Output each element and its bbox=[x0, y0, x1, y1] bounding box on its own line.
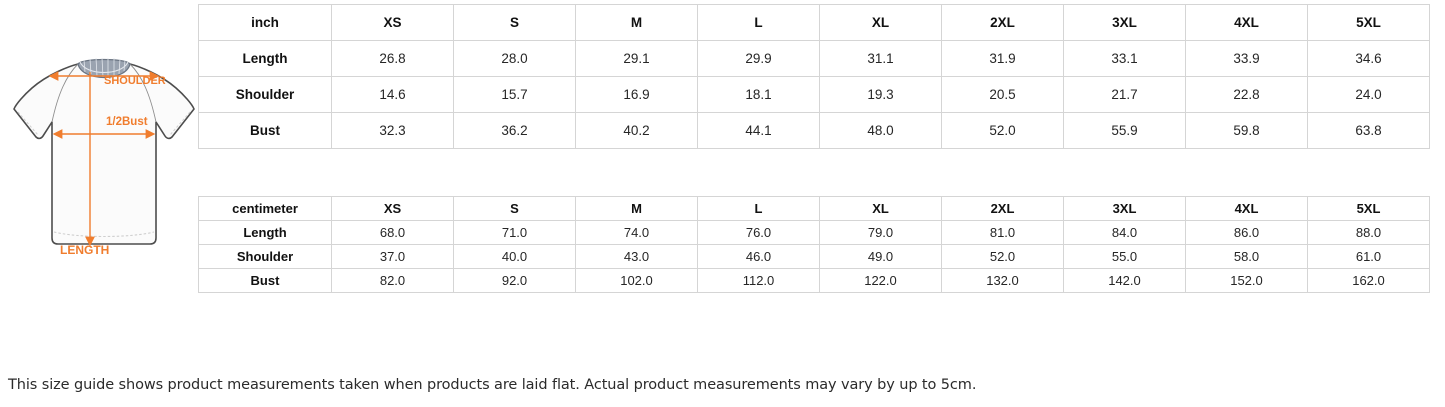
cell-shoulder-xl: 19.3 bbox=[819, 76, 942, 113]
cell-shoulder-2xl: 52.0 bbox=[941, 244, 1064, 269]
size-table-centimeter: centimeter XS S M L XL 2XL 3XL 4XL 5XL L… bbox=[198, 196, 1430, 293]
cell-length-5xl: 34.6 bbox=[1307, 40, 1430, 77]
tshirt-outline bbox=[13, 57, 195, 245]
cell-bust-3xl: 55.9 bbox=[1063, 112, 1186, 149]
cell-length-4xl: 33.9 bbox=[1185, 40, 1308, 77]
unit-label-inch: inch bbox=[198, 4, 332, 41]
measurement-guides bbox=[48, 71, 160, 247]
cell-shoulder-m: 16.9 bbox=[575, 76, 698, 113]
cell-shoulder-5xl: 24.0 bbox=[1307, 76, 1430, 113]
cell-shoulder-2xl: 20.5 bbox=[941, 76, 1064, 113]
cell-shoulder-s: 40.0 bbox=[453, 244, 576, 269]
cell-bust-2xl: 52.0 bbox=[941, 112, 1064, 149]
size-table-inch: inch XS S M L XL 2XL 3XL 4XL 5XL Length … bbox=[198, 4, 1430, 149]
cell-shoulder-5xl: 61.0 bbox=[1307, 244, 1430, 269]
cell-shoulder-l: 46.0 bbox=[697, 244, 820, 269]
column-header-l: L bbox=[697, 4, 820, 41]
cell-shoulder-3xl: 55.0 bbox=[1063, 244, 1186, 269]
cell-length-3xl: 33.1 bbox=[1063, 40, 1186, 77]
column-header-4xl: 4XL bbox=[1185, 196, 1308, 221]
cell-bust-xs: 82.0 bbox=[331, 268, 454, 293]
length-label: LENGTH bbox=[60, 243, 109, 257]
table-row: Length 68.0 71.0 74.0 76.0 79.0 81.0 84.… bbox=[198, 220, 1430, 245]
column-header-5xl: 5XL bbox=[1307, 196, 1430, 221]
unit-label-centimeter: centimeter bbox=[198, 196, 332, 221]
cell-bust-xl: 122.0 bbox=[819, 268, 942, 293]
column-header-m: M bbox=[575, 4, 698, 41]
cell-length-xs: 26.8 bbox=[331, 40, 454, 77]
cell-bust-4xl: 152.0 bbox=[1185, 268, 1308, 293]
cell-length-3xl: 84.0 bbox=[1063, 220, 1186, 245]
shoulder-label: SHOULDER bbox=[104, 75, 166, 87]
column-header-2xl: 2XL bbox=[941, 4, 1064, 41]
column-header-2xl: 2XL bbox=[941, 196, 1064, 221]
bust-label: 1/2Bust bbox=[106, 116, 148, 128]
cell-bust-3xl: 142.0 bbox=[1063, 268, 1186, 293]
cell-shoulder-4xl: 22.8 bbox=[1185, 76, 1308, 113]
size-guide-footnote: This size guide shows product measuremen… bbox=[8, 377, 977, 393]
cell-length-4xl: 86.0 bbox=[1185, 220, 1308, 245]
column-header-xl: XL bbox=[819, 4, 942, 41]
row-label-shoulder: Shoulder bbox=[198, 76, 332, 113]
cell-bust-s: 92.0 bbox=[453, 268, 576, 293]
column-header-5xl: 5XL bbox=[1307, 4, 1430, 41]
cell-bust-2xl: 132.0 bbox=[941, 268, 1064, 293]
row-label-bust: Bust bbox=[198, 268, 332, 293]
cell-length-s: 28.0 bbox=[453, 40, 576, 77]
column-header-l: L bbox=[697, 196, 820, 221]
column-header-4xl: 4XL bbox=[1185, 4, 1308, 41]
column-header-xl: XL bbox=[819, 196, 942, 221]
row-label-shoulder: Shoulder bbox=[198, 244, 332, 269]
cell-bust-s: 36.2 bbox=[453, 112, 576, 149]
cell-length-m: 29.1 bbox=[575, 40, 698, 77]
column-header-xs: XS bbox=[331, 196, 454, 221]
cell-length-s: 71.0 bbox=[453, 220, 576, 245]
cell-shoulder-4xl: 58.0 bbox=[1185, 244, 1308, 269]
table-row: Shoulder 14.6 15.7 16.9 18.1 19.3 20.5 2… bbox=[198, 76, 1430, 113]
cell-bust-m: 102.0 bbox=[575, 268, 698, 293]
cell-length-xl: 31.1 bbox=[819, 40, 942, 77]
cell-length-2xl: 31.9 bbox=[941, 40, 1064, 77]
row-label-bust: Bust bbox=[198, 112, 332, 149]
table-header-row: centimeter XS S M L XL 2XL 3XL 4XL 5XL bbox=[198, 196, 1430, 221]
cell-bust-4xl: 59.8 bbox=[1185, 112, 1308, 149]
cell-shoulder-xs: 37.0 bbox=[331, 244, 454, 269]
row-label-length: Length bbox=[198, 220, 332, 245]
cell-length-xs: 68.0 bbox=[331, 220, 454, 245]
cell-length-l: 76.0 bbox=[697, 220, 820, 245]
cell-length-5xl: 88.0 bbox=[1307, 220, 1430, 245]
cell-shoulder-l: 18.1 bbox=[697, 76, 820, 113]
row-label-length: Length bbox=[198, 40, 332, 77]
cell-bust-xl: 48.0 bbox=[819, 112, 942, 149]
table-header-row: inch XS S M L XL 2XL 3XL 4XL 5XL bbox=[198, 4, 1430, 41]
cell-shoulder-m: 43.0 bbox=[575, 244, 698, 269]
column-header-3xl: 3XL bbox=[1063, 4, 1186, 41]
cell-bust-l: 112.0 bbox=[697, 268, 820, 293]
cell-bust-5xl: 63.8 bbox=[1307, 112, 1430, 149]
tshirt-measurement-diagram: SHOULDER 1/2Bust LENGTH bbox=[8, 42, 200, 270]
cell-length-l: 29.9 bbox=[697, 40, 820, 77]
cell-shoulder-xs: 14.6 bbox=[331, 76, 454, 113]
cell-bust-xs: 32.3 bbox=[331, 112, 454, 149]
cell-shoulder-xl: 49.0 bbox=[819, 244, 942, 269]
table-row: Shoulder 37.0 40.0 43.0 46.0 49.0 52.0 5… bbox=[198, 244, 1430, 269]
cell-shoulder-s: 15.7 bbox=[453, 76, 576, 113]
column-header-3xl: 3XL bbox=[1063, 196, 1186, 221]
cell-length-xl: 79.0 bbox=[819, 220, 942, 245]
cell-length-m: 74.0 bbox=[575, 220, 698, 245]
column-header-s: S bbox=[453, 4, 576, 41]
cell-bust-5xl: 162.0 bbox=[1307, 268, 1430, 293]
table-row: Bust 32.3 36.2 40.2 44.1 48.0 52.0 55.9 … bbox=[198, 112, 1430, 149]
cell-bust-l: 44.1 bbox=[697, 112, 820, 149]
table-row: Length 26.8 28.0 29.1 29.9 31.1 31.9 33.… bbox=[198, 40, 1430, 77]
column-header-s: S bbox=[453, 196, 576, 221]
cell-length-2xl: 81.0 bbox=[941, 220, 1064, 245]
table-row: Bust 82.0 92.0 102.0 112.0 122.0 132.0 1… bbox=[198, 268, 1430, 293]
column-header-xs: XS bbox=[331, 4, 454, 41]
column-header-m: M bbox=[575, 196, 698, 221]
cell-shoulder-3xl: 21.7 bbox=[1063, 76, 1186, 113]
cell-bust-m: 40.2 bbox=[575, 112, 698, 149]
